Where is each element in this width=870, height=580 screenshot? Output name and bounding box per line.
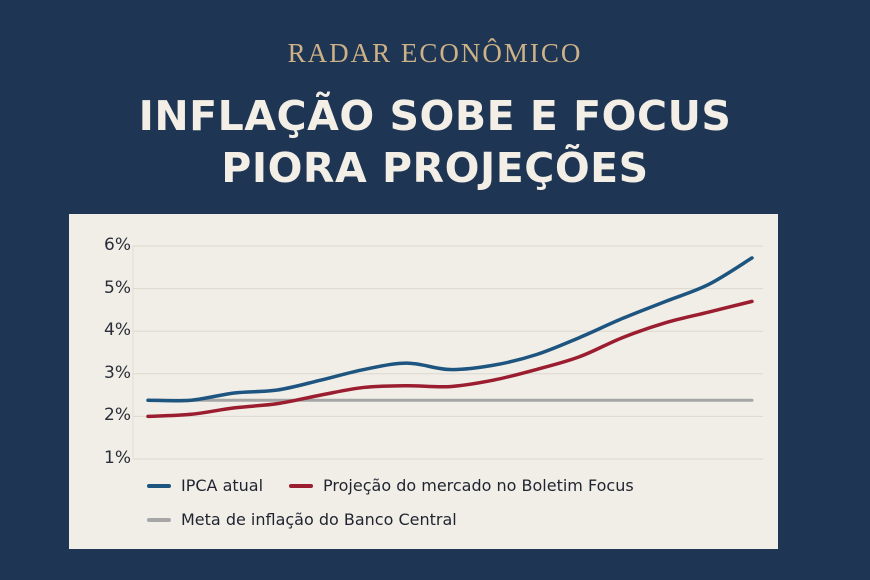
legend-swatch-ipca [147, 483, 171, 488]
legend-row-1: IPCA atual Projeção do mercado no Boleti… [147, 476, 634, 495]
y-tick-label: 2% [104, 405, 131, 426]
line-chart [132, 245, 763, 460]
headline-line-1: INFLAÇÃO SOBE E FOCUS [138, 92, 732, 140]
legend-swatch-meta [147, 517, 171, 522]
y-tick-label: 5% [104, 277, 131, 298]
y-tick-label: 4% [104, 320, 131, 341]
y-tick-label: 6% [104, 235, 131, 255]
headline-line-2: PIORA PROJEÇÕES [221, 144, 649, 192]
legend-swatch-focus [289, 483, 314, 488]
y-tick-label: 3% [104, 362, 131, 383]
legend-label-ipca: IPCA atual [181, 476, 264, 495]
headline: INFLAÇÃO SOBE E FOCUS PIORA PROJEÇÕES [0, 90, 870, 194]
legend-label-meta: Meta de inflação do Banco Central [181, 510, 457, 529]
section-kicker: RADAR ECONÔMICO [287, 38, 583, 68]
y-tick-label: 1% [104, 448, 131, 468]
legend-label-focus: Projeção do mercado no Boletim Focus [323, 476, 634, 495]
ipca-line [146, 256, 754, 403]
legend-row-2: Meta de inflação do Banco Central [147, 510, 457, 529]
focus-line [146, 299, 754, 419]
chart-card: 6% 5% 4% 3% 2% 1% IPCA atual Projeção do merc… [69, 214, 778, 549]
